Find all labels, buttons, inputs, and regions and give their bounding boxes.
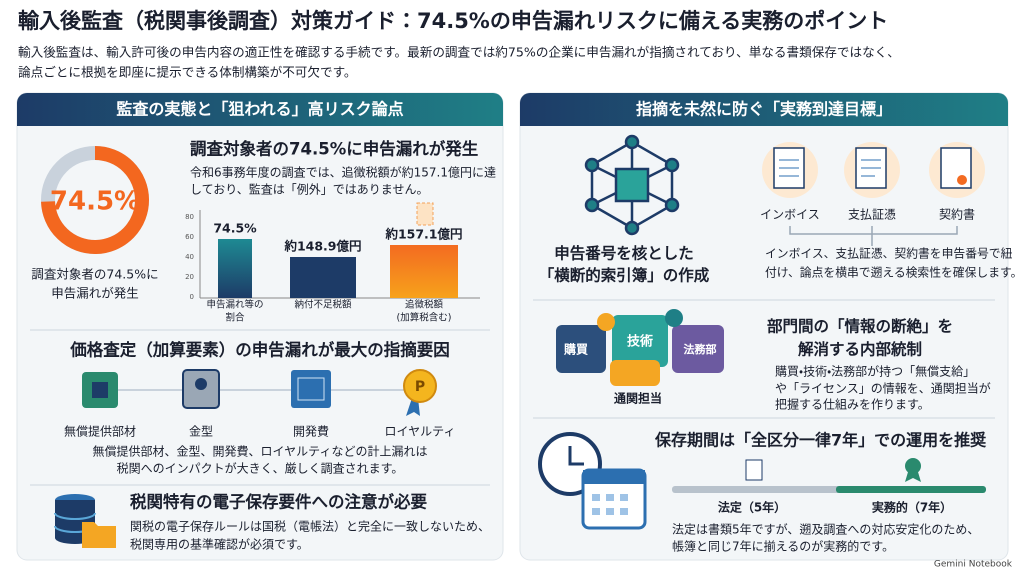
intro: 輸入後監査は、輸入許可後の申告内容の適正性を確認する手続です。最新の調査では約7… <box>18 45 900 60</box>
department-label: 通関担当 <box>614 391 662 406</box>
item-label: ロイヤルティ <box>385 425 456 439</box>
title: 輸入後監査（税関事後調査）対策ガイド：74.5%の申告漏れリスクに備える実務のポ… <box>18 9 888 33</box>
category-label: 割合 <box>225 312 245 324</box>
document-label: 契約書 <box>939 207 975 222</box>
intro: 論点ごとに根拠を即座に提示できる体制構築が不可欠です。 <box>18 65 357 80</box>
category-label: 追徴税額 <box>405 299 444 311</box>
panel-heading: 指摘を未然に防ぐ「実務到達目標」 <box>636 100 892 119</box>
section-heading: 保存期間は「全区分一律7年」での運用を推奨 <box>654 431 987 450</box>
section-heading: 部門間の「情報の断絶」を <box>767 317 953 336</box>
description: しており、監査は「例外」ではありません。 <box>190 182 428 197</box>
timeline-label: 法定（5年） <box>718 500 786 515</box>
category-label: 申告漏れ等の <box>206 299 263 311</box>
department-label: 法務部 <box>684 342 717 356</box>
axis-label: 80 <box>185 213 194 221</box>
panel-heading: 監査の実態と「狙われる」高リスク論点 <box>116 100 403 119</box>
description: 税関専用の基準確認が必須です。 <box>130 537 309 552</box>
section-heading: 申告番号を核とした <box>554 244 694 263</box>
section-heading: 価格査定（加算要素）の申告漏れが最大の指摘要因 <box>69 340 450 360</box>
icon-clock-calendar <box>538 432 647 530</box>
icon-documents <box>762 142 985 198</box>
description: 令和6事務年度の調査では、追徴税額が約157.1億円に達 <box>190 165 496 180</box>
bar-label: 約157.1億円 <box>384 227 462 242</box>
bar <box>290 257 356 298</box>
donut-arc <box>41 146 149 254</box>
donut-caption: 調査対象者の74.5%に <box>31 267 158 282</box>
description: 把握する仕組みを作ります。 <box>775 398 930 412</box>
description: や「ライセンス」の情報を、通関担当が <box>775 381 991 396</box>
section-heading: 税関特有の電子保存要件への注意が必要 <box>130 492 428 512</box>
item-label: 開発費 <box>293 424 329 439</box>
description: 付け、論点を横串で遡える検索性を確保します。 <box>765 266 1022 280</box>
icon-network <box>584 134 680 236</box>
description: 税関へのインパクトが大きく、厳しく調査されます。 <box>117 461 404 476</box>
category-label: (加算税含む) <box>397 312 452 324</box>
section-heading: 「横断的索引簿」の作成 <box>539 266 710 285</box>
bar-label: 74.5% <box>213 221 257 236</box>
left-panel: 監査の実態と「狙われる」高リスク論点 74.5% 調査対象者の74.5%に 申告… <box>16 92 504 561</box>
description: 購買・技術・法務部が持つ「無償支給」 <box>775 364 975 379</box>
donut-caption: 申告漏れが発生 <box>51 286 139 301</box>
department-label: 技術 <box>627 334 653 350</box>
department-label: 購買 <box>563 342 588 357</box>
icon-royalty: P <box>403 369 437 416</box>
icon-blueprint <box>291 370 331 408</box>
document-label: 支払証憑 <box>848 208 896 222</box>
item-label: 無償提供部材 <box>64 424 136 439</box>
axis-label: 0 <box>190 293 194 301</box>
section-heading: 解消する内部統制 <box>798 340 922 359</box>
dashed-box <box>416 202 434 226</box>
section-heading: 調査対象者の74.5%に申告漏れが発生 <box>190 139 478 159</box>
right-panel: 指摘を未然に防ぐ「実務到達目標」 申告番号を核とした 「横断的索引簿」の作成 イ… <box>519 92 1022 561</box>
description: 無償提供部材、金型、開発費、ロイヤルティなどの計上漏れは <box>93 444 428 459</box>
description: 関税の電子保存ルールは国税（電帳法）と完全に一致しないため、 <box>130 519 490 534</box>
timeline-label: 実務的（7年） <box>872 500 952 515</box>
bar <box>218 239 252 298</box>
icon-database <box>54 494 116 548</box>
description: 帳簿と同じ7年に揃えるのが実務的です。 <box>672 539 894 554</box>
document-label: インボイス <box>760 208 820 222</box>
description: 法定は書類5年ですが、遡及調査への対応安定化のため、 <box>672 522 979 537</box>
donut-label: 74.5% <box>50 187 140 217</box>
svg-text:P: P <box>415 379 425 395</box>
description: インボイス、支払証憑、契約書を申告番号で紐 <box>765 247 1013 261</box>
axis-label: 40 <box>185 253 194 261</box>
item-label: 金型 <box>189 425 213 439</box>
category-label: 納付不足税額 <box>294 299 352 311</box>
icon-chip <box>82 372 118 408</box>
footer: Gemini Notebook <box>934 560 1013 570</box>
bar <box>390 245 458 298</box>
axis-label: 20 <box>185 273 194 281</box>
bar-label: 約148.9億円 <box>283 239 361 254</box>
icon-mold <box>182 369 220 409</box>
icon-puzzle <box>556 309 724 386</box>
axis-label: 60 <box>185 233 194 241</box>
